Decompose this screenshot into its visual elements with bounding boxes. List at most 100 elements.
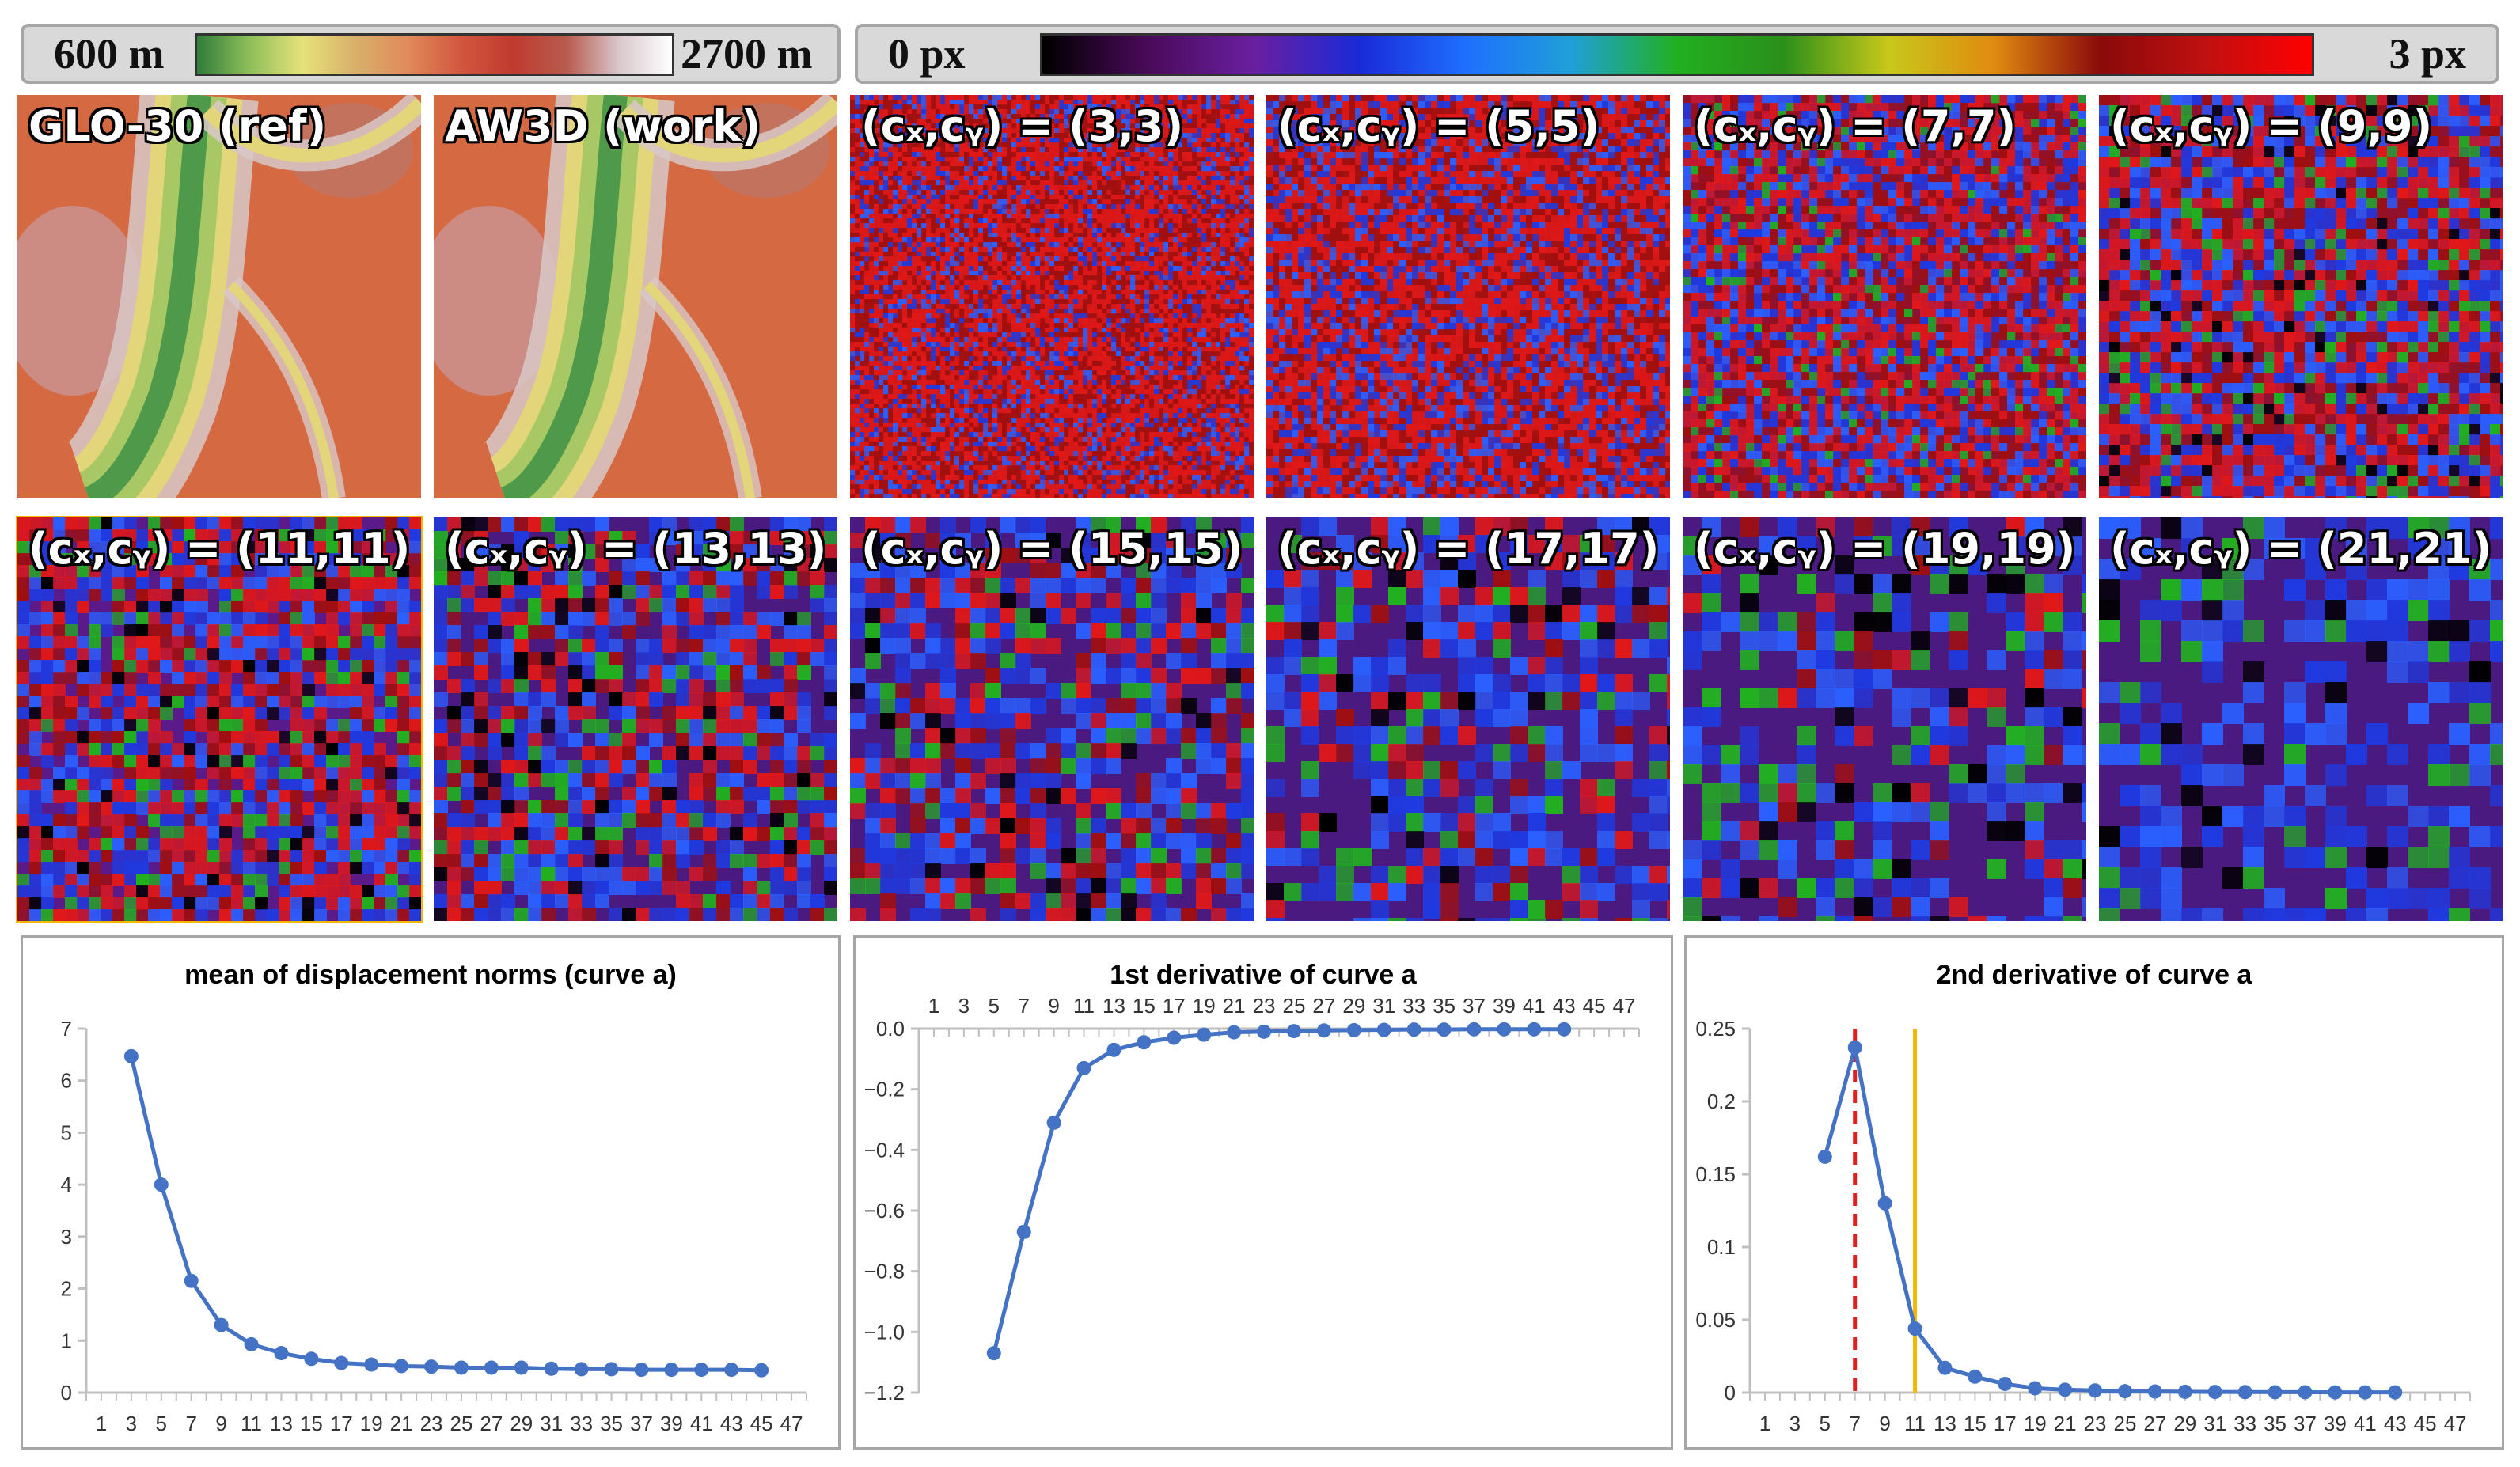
data-point: [1968, 1369, 1983, 1384]
tile-label: (cₓ,cᵧ) = (5,5): [1277, 101, 1600, 151]
x-tick-label: 19: [2024, 1412, 2047, 1435]
data-point: [1877, 1196, 1892, 1211]
x-tick-label: 39: [660, 1412, 683, 1435]
data-point: [664, 1363, 679, 1378]
data-point: [123, 1048, 139, 1063]
tile-label: (cₓ,cᵧ) = (17,17): [1277, 524, 1660, 574]
y-tick-label: 0.1: [1707, 1235, 1736, 1259]
x-tick-label: 41: [2354, 1412, 2377, 1435]
data-point: [364, 1357, 379, 1372]
tile-image: [434, 517, 837, 921]
data-point: [1257, 1024, 1272, 1039]
x-tick-label: 33: [1402, 994, 1425, 1018]
data-point: [694, 1363, 709, 1378]
data-point: [1346, 1022, 1361, 1037]
data-point: [334, 1355, 349, 1370]
chart-title: 1st derivative of curve a: [1110, 960, 1418, 990]
x-tick-label: 3: [1789, 1412, 1801, 1435]
x-tick-label: 41: [1523, 994, 1546, 1018]
tile-label: AW3D (work): [445, 101, 761, 151]
x-tick-label: 3: [126, 1412, 137, 1435]
data-point: [394, 1359, 409, 1374]
displacement-map-tile: (cₓ,cᵧ) = (15,15): [850, 517, 1254, 921]
tile-label: (cₓ,cᵧ) = (19,19): [1694, 524, 2076, 574]
x-tick-label: 17: [330, 1412, 353, 1435]
x-tick-label: 47: [2444, 1412, 2467, 1435]
y-tick-label: 0.0: [876, 1017, 905, 1041]
x-tick-label: 15: [1964, 1412, 1987, 1435]
x-tick-label: 7: [1849, 1412, 1860, 1435]
x-tick-label: 17: [1163, 994, 1186, 1018]
x-tick-label: 13: [1102, 994, 1125, 1018]
x-tick-label: 27: [480, 1412, 503, 1435]
data-point: [2298, 1385, 2313, 1400]
x-tick-label: 23: [1253, 994, 1276, 1018]
x-tick-label: 45: [1583, 994, 1606, 1018]
data-point: [754, 1363, 769, 1378]
y-tick-label: 7: [61, 1017, 72, 1041]
tile-image: [1266, 517, 1670, 921]
tile-image: [850, 517, 1254, 921]
x-tick-label: 21: [2054, 1412, 2077, 1435]
data-point: [1106, 1042, 1121, 1057]
elevation-min-label: 600 m: [54, 30, 165, 78]
series-line: [129, 1056, 762, 1373]
x-tick-label: 25: [1282, 994, 1305, 1018]
tile-image: [434, 95, 837, 498]
x-tick-label: 31: [2203, 1412, 2226, 1435]
tile-image: [1683, 517, 2086, 921]
tile-label: (cₓ,cᵧ) = (21,21): [2110, 524, 2492, 574]
x-tick-label: 47: [780, 1412, 803, 1435]
x-tick-label: 25: [450, 1412, 472, 1435]
x-tick-label: 29: [510, 1412, 533, 1435]
data-point: [1467, 1022, 1482, 1037]
data-point: [1197, 1027, 1212, 1042]
x-tick-label: 1: [96, 1412, 107, 1435]
chart-title: mean of displacement norms (curve a): [184, 960, 677, 990]
data-point: [2028, 1381, 2043, 1396]
y-tick-label: 6: [61, 1069, 72, 1093]
data-point: [1316, 1023, 1331, 1038]
data-point: [1376, 1022, 1391, 1037]
data-point: [154, 1177, 169, 1192]
displacement-map-tile: (cₓ,cᵧ) = (5,5): [1266, 95, 1670, 498]
y-tick-label: −0.2: [864, 1078, 905, 1101]
y-tick-label: 4: [61, 1173, 72, 1196]
x-tick-label: 13: [1934, 1412, 1956, 1435]
tile-image: [2099, 517, 2503, 921]
tile-label: (cₓ,cᵧ) = (9,9): [2110, 101, 2433, 151]
x-tick-label: 11: [1073, 994, 1095, 1018]
x-tick-label: 45: [2414, 1412, 2437, 1435]
x-tick-label: 11: [241, 1412, 262, 1435]
x-tick-label: 37: [630, 1412, 653, 1435]
data-point: [1046, 1115, 1061, 1130]
x-tick-label: 3: [958, 994, 970, 1018]
chart-panel-second-derivative: 2nd derivative of curve a 0 0.05 0.1 0.15 0.2…: [1684, 935, 2504, 1450]
x-tick-label: 27: [2143, 1412, 2166, 1435]
x-tick-label: 23: [420, 1412, 443, 1435]
second-derivative-chart: 2nd derivative of curve a 0 0.05 0.1 0.15 0.2…: [1695, 960, 2471, 1435]
x-tick-label: 43: [2384, 1412, 2407, 1435]
data-point: [724, 1363, 739, 1378]
data-point: [2058, 1382, 2073, 1397]
x-tick-label: 19: [360, 1412, 383, 1435]
data-point: [2268, 1385, 2283, 1400]
data-point: [274, 1346, 289, 1361]
y-tick-label: 0.2: [1707, 1090, 1736, 1113]
displacement-min-label: 0 px: [888, 30, 966, 78]
y-tick-label: 0: [61, 1381, 72, 1404]
displacement-map-tile: (cₓ,cᵧ) = (3,3): [850, 95, 1254, 498]
x-tick-label: 39: [1493, 994, 1516, 1018]
data-point: [544, 1361, 559, 1376]
series-line: [1823, 1047, 2396, 1395]
y-tick-label: 5: [61, 1120, 72, 1144]
displacement-map-tile: (cₓ,cᵧ) = (17,17): [1266, 517, 1670, 921]
displacement-map-tile: (cₓ,cᵧ) = (13,13): [434, 517, 837, 921]
x-tick-label: 17: [1994, 1412, 2017, 1435]
dem-map-tile: GLO-30 (ref): [17, 95, 421, 498]
x-tick-label: 29: [1342, 994, 1365, 1018]
x-tick-label: 1: [1759, 1412, 1770, 1435]
data-point: [1227, 1025, 1242, 1040]
x-tick-label: 21: [1223, 994, 1246, 1018]
x-tick-label: 9: [1879, 1412, 1890, 1435]
